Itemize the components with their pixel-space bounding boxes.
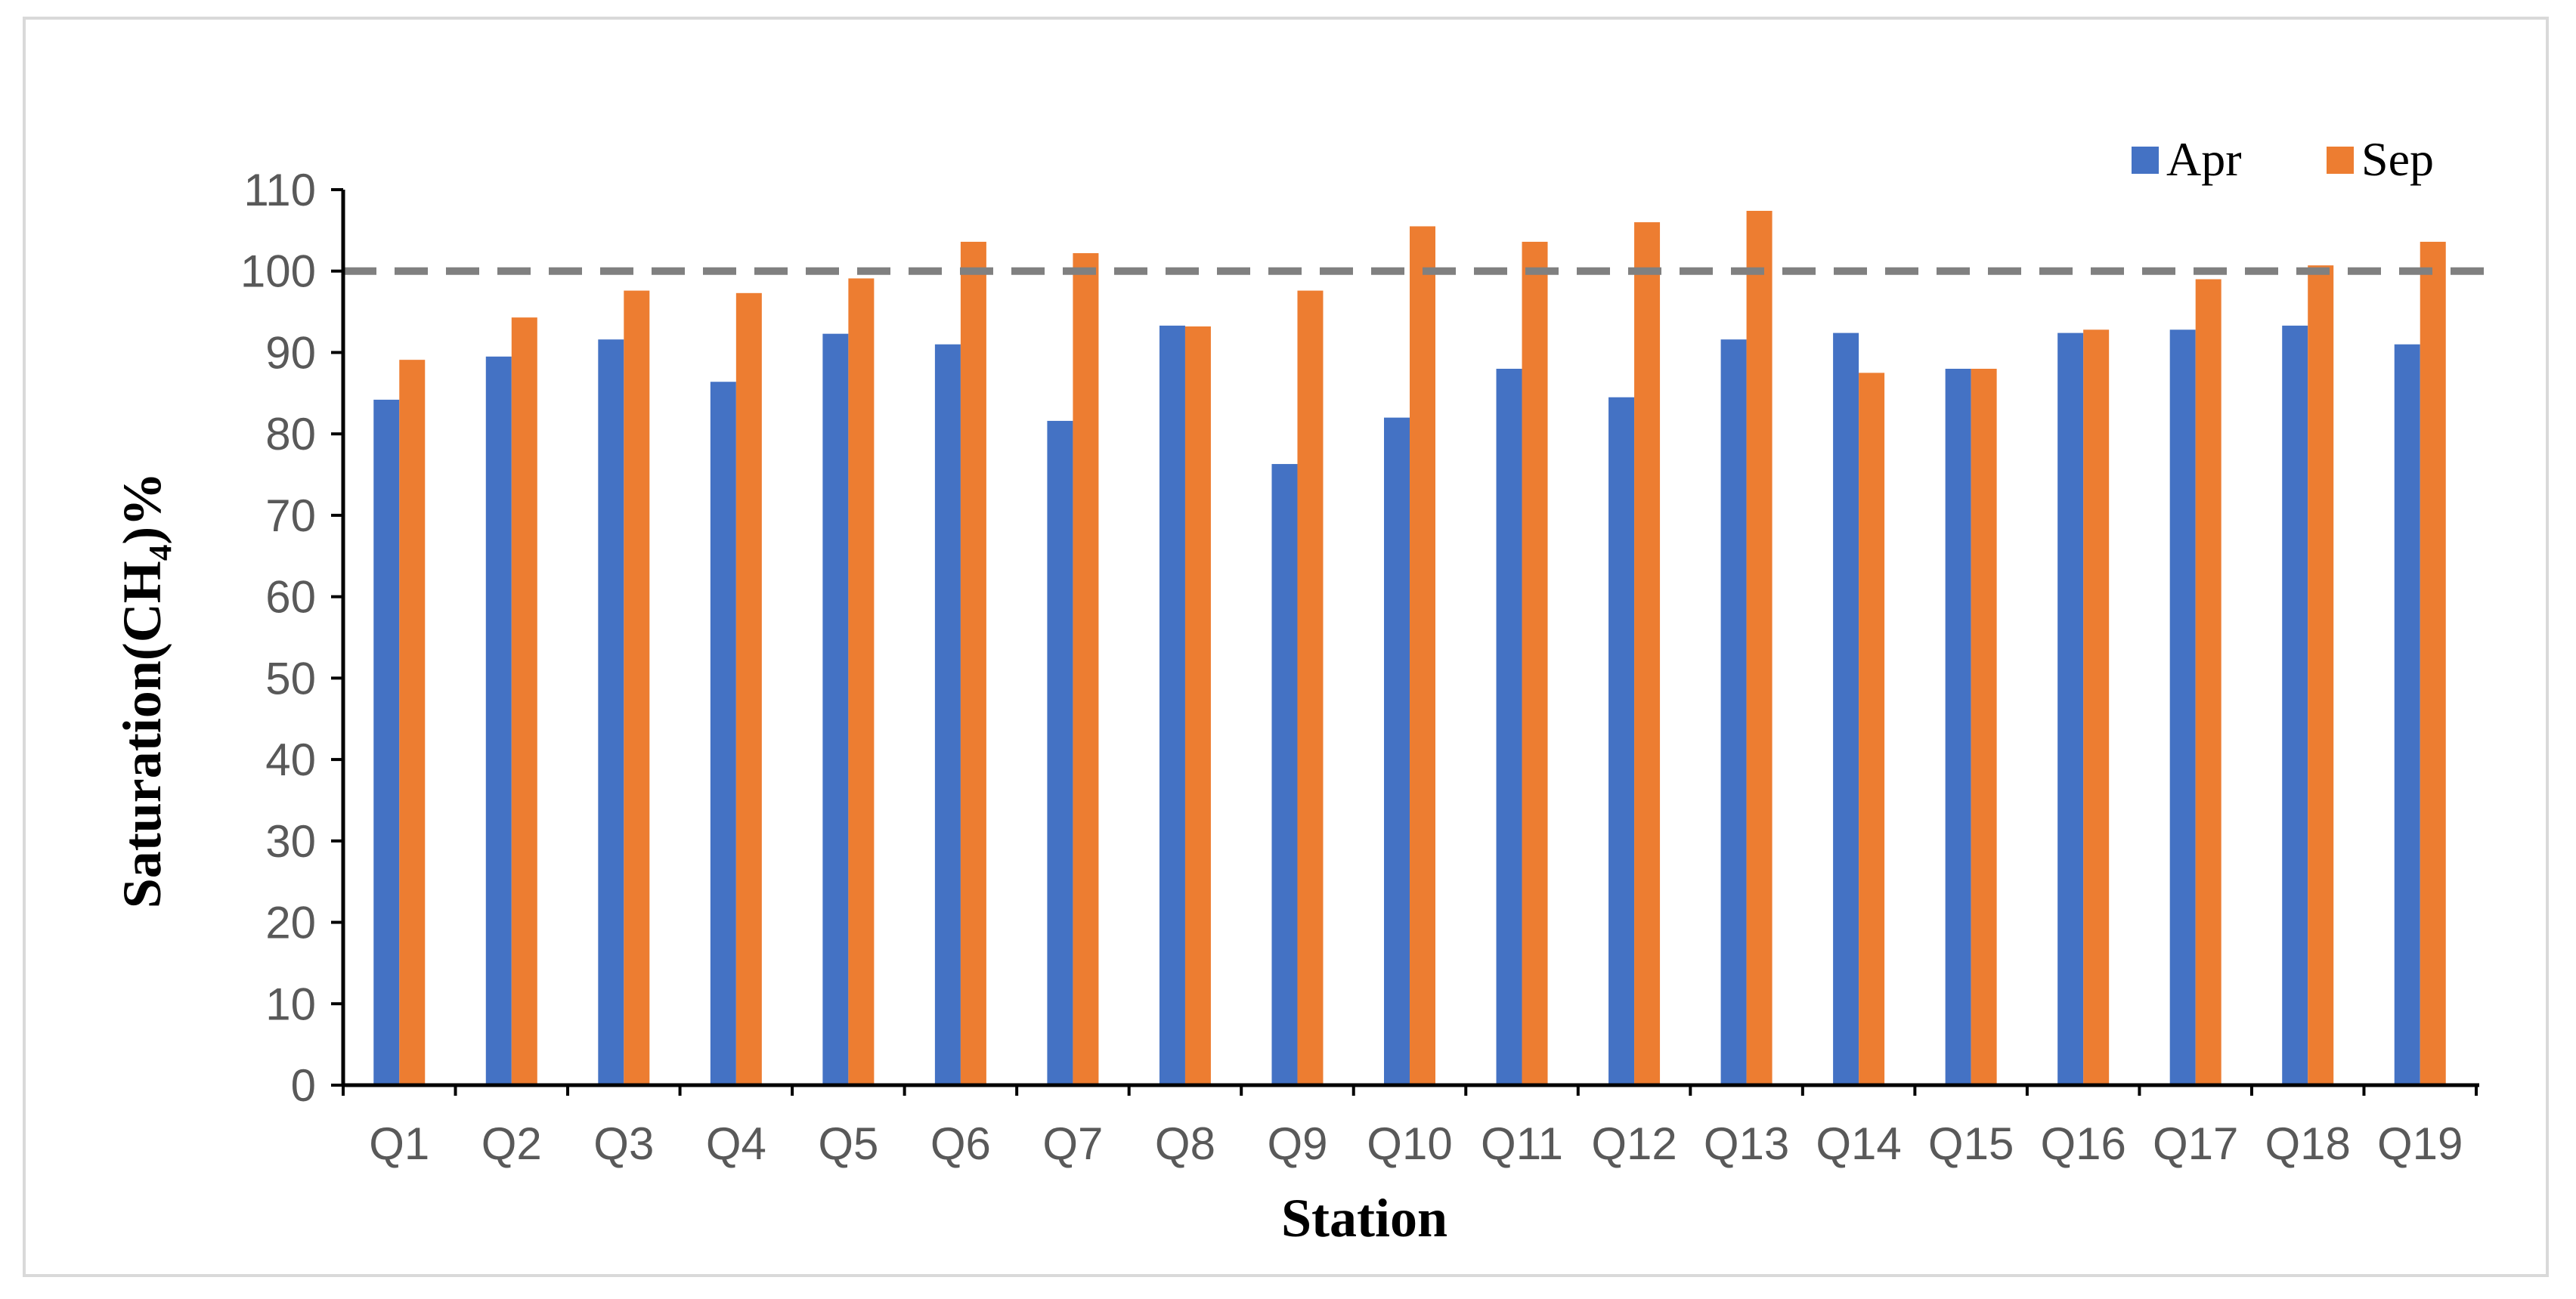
bar-sep-q19 bbox=[2420, 241, 2446, 1086]
x-tick-label: Q4 bbox=[706, 1118, 766, 1169]
bar-apr-q1 bbox=[373, 399, 400, 1085]
bar-apr-q3 bbox=[598, 339, 624, 1086]
x-tick-label: Q11 bbox=[1481, 1118, 1563, 1169]
y-tick-label: 50 bbox=[265, 653, 316, 704]
bar-apr-q6 bbox=[934, 344, 961, 1085]
bar-series bbox=[373, 211, 2446, 1086]
bar-sep-q18 bbox=[2308, 265, 2334, 1085]
bar-sep-q13 bbox=[1746, 211, 1773, 1086]
bar-apr-q2 bbox=[485, 356, 512, 1085]
legend-swatch-sep bbox=[2327, 147, 2354, 174]
legend: Apr Sep bbox=[2132, 132, 2434, 186]
bar-apr-q10 bbox=[1384, 417, 1410, 1085]
bar-apr-q4 bbox=[710, 382, 736, 1086]
bar-sep-q3 bbox=[624, 290, 650, 1086]
bar-apr-q13 bbox=[1720, 339, 1747, 1086]
bar-apr-q16 bbox=[2057, 332, 2084, 1086]
x-tick-label: Q3 bbox=[593, 1118, 654, 1169]
bar-sep-q10 bbox=[1410, 226, 1435, 1085]
bar-apr-q15 bbox=[1945, 369, 1971, 1085]
x-tick-label: Q14 bbox=[1816, 1118, 1901, 1169]
x-tick-label: Q13 bbox=[1704, 1118, 1789, 1169]
legend-swatch-apr bbox=[2132, 147, 2159, 174]
bar-sep-q12 bbox=[1634, 222, 1661, 1085]
legend-label-apr: Apr bbox=[2166, 132, 2242, 186]
bar-apr-q17 bbox=[2169, 329, 2196, 1086]
bar-sep-q2 bbox=[511, 317, 537, 1085]
y-tick-label: 80 bbox=[265, 409, 316, 459]
bar-apr-q18 bbox=[2282, 325, 2308, 1085]
x-tick-label: Q16 bbox=[2040, 1118, 2126, 1169]
bar-apr-q11 bbox=[1496, 369, 1522, 1085]
bar-apr-q5 bbox=[822, 333, 849, 1086]
x-axis-title: Station bbox=[1281, 1188, 1447, 1248]
bar-sep-q14 bbox=[1859, 373, 1885, 1085]
x-tick-label: Q8 bbox=[1155, 1118, 1215, 1169]
x-tick-label: Q12 bbox=[1591, 1118, 1677, 1169]
chart-frame: 0 10 20 30 40 50 60 70 80 90 100 110 Q1 Q2 Q3 Q4 Q5 Q6 Q7… bbox=[23, 17, 2549, 1277]
y-tick-label: 70 bbox=[265, 490, 316, 541]
bar-chart: 0 10 20 30 40 50 60 70 80 90 100 110 Q1 Q2 Q3 Q4 Q5 Q6 Q7… bbox=[112, 132, 2484, 1248]
bar-apr-q7 bbox=[1047, 420, 1073, 1085]
y-tick-label: 60 bbox=[265, 572, 316, 623]
bar-sep-q5 bbox=[848, 278, 875, 1085]
bar-apr-q14 bbox=[1833, 332, 1859, 1086]
bar-apr-q9 bbox=[1271, 464, 1298, 1085]
bar-sep-q1 bbox=[399, 360, 426, 1085]
bar-sep-q8 bbox=[1184, 326, 1211, 1085]
y-axis-ticks: 0 10 20 30 40 50 60 70 80 90 100 110 bbox=[240, 165, 343, 1111]
x-tick-label: Q2 bbox=[481, 1118, 542, 1169]
y-axis-title: Saturation(CH₄)% bbox=[112, 472, 172, 909]
y-tick-label: 10 bbox=[265, 979, 316, 1029]
bar-sep-q7 bbox=[1073, 253, 1099, 1085]
x-tick-label: Q19 bbox=[2377, 1118, 2463, 1169]
x-tick-label: Q9 bbox=[1267, 1118, 1327, 1169]
y-tick-label: 0 bbox=[291, 1060, 316, 1111]
x-tick-label: Q5 bbox=[818, 1118, 878, 1169]
y-tick-label: 110 bbox=[243, 165, 316, 215]
x-tick-label: Q18 bbox=[2265, 1118, 2350, 1169]
bar-sep-q9 bbox=[1297, 290, 1324, 1086]
bar-apr-q12 bbox=[1608, 397, 1635, 1085]
bar-sep-q17 bbox=[2195, 279, 2221, 1085]
bar-sep-q16 bbox=[2083, 329, 2110, 1086]
x-tick-label: Q1 bbox=[369, 1118, 429, 1169]
x-tick-label: Q15 bbox=[1928, 1118, 2014, 1169]
y-tick-label: 90 bbox=[265, 327, 316, 378]
bar-sep-q4 bbox=[735, 292, 762, 1086]
y-tick-label: 100 bbox=[240, 246, 316, 297]
x-axis-tick-labels: Q1 Q2 Q3 Q4 Q5 Q6 Q7 Q8 Q9 Q10 Q11 Q12 Q13 Q14 Q15 Q16 Q… bbox=[342, 1085, 2478, 1169]
x-tick-label: Q17 bbox=[2153, 1118, 2238, 1169]
y-tick-label: 40 bbox=[265, 735, 316, 785]
bar-apr-q19 bbox=[2394, 344, 2420, 1085]
bar-sep-q11 bbox=[1522, 241, 1548, 1086]
bar-sep-q15 bbox=[1971, 369, 1997, 1085]
x-tick-label: Q10 bbox=[1367, 1118, 1452, 1169]
y-tick-label: 20 bbox=[265, 898, 316, 948]
bar-sep-q6 bbox=[960, 241, 986, 1086]
y-tick-label: 30 bbox=[265, 816, 316, 867]
bar-apr-q8 bbox=[1159, 325, 1185, 1085]
legend-label-sep: Sep bbox=[2361, 132, 2434, 186]
x-tick-label: Q7 bbox=[1042, 1118, 1103, 1169]
x-tick-label: Q6 bbox=[930, 1118, 991, 1169]
